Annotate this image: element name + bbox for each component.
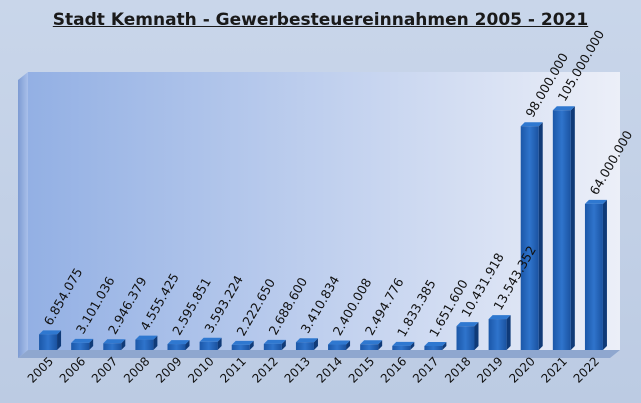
x-tick-2014: 2014 <box>314 354 345 385</box>
x-tick-2020: 2020 <box>506 354 537 385</box>
bar-top <box>328 340 351 345</box>
bar-front <box>584 203 603 350</box>
bar-front <box>424 346 443 350</box>
x-axis-ticks: 2005 2006 2007 2008 2009 2010 2011 2012 2013 2014… <box>25 354 602 385</box>
bar-side <box>346 340 351 350</box>
plot-side-wall <box>18 72 28 358</box>
bar-top <box>488 315 511 320</box>
bar-side <box>57 330 62 350</box>
bar-front <box>392 345 411 350</box>
bar-front <box>231 344 250 350</box>
bar-side <box>442 342 447 350</box>
bar-2019 <box>488 315 511 350</box>
bar-front <box>135 339 154 350</box>
bar-2010 <box>199 337 222 350</box>
bar-2021 <box>552 106 575 350</box>
bar-2007 <box>103 339 126 350</box>
bar-top <box>392 341 415 346</box>
bar-side <box>538 122 543 350</box>
bar-side <box>410 341 415 350</box>
bar-front <box>199 341 218 350</box>
bar-side <box>281 339 286 350</box>
bar-front <box>456 326 475 350</box>
x-tick-2021: 2021 <box>538 354 569 385</box>
x-tick-2005: 2005 <box>25 354 56 385</box>
bar-top <box>520 122 543 127</box>
bar-top <box>295 338 318 343</box>
bar-front <box>167 344 186 350</box>
bar-top <box>263 339 286 344</box>
bar-2014 <box>328 340 351 350</box>
bar-side <box>89 338 94 350</box>
x-tick-2010: 2010 <box>185 354 216 385</box>
bar-side <box>313 338 318 350</box>
bar-2016 <box>392 341 415 350</box>
bar-2008 <box>135 335 158 350</box>
bar-side <box>570 106 575 350</box>
bar-side <box>153 335 158 350</box>
x-tick-2006: 2006 <box>57 354 88 385</box>
bar-front <box>488 319 507 350</box>
bar-side <box>185 340 190 350</box>
x-tick-2017: 2017 <box>410 354 441 385</box>
bar-top <box>231 340 254 345</box>
x-tick-2011: 2011 <box>217 354 248 385</box>
x-tick-2019: 2019 <box>474 354 505 385</box>
x-tick-2016: 2016 <box>378 354 409 385</box>
x-tick-2015: 2015 <box>346 354 377 385</box>
bar-side <box>474 322 479 350</box>
bar-top <box>456 322 479 327</box>
x-tick-2012: 2012 <box>249 354 280 385</box>
bar-side <box>249 340 254 350</box>
bar-side <box>506 315 511 350</box>
bar-side <box>602 199 607 350</box>
bar-2013 <box>295 338 318 350</box>
bar-front <box>360 344 379 350</box>
x-tick-2008: 2008 <box>121 354 152 385</box>
bar-2015 <box>360 340 383 350</box>
bar-top <box>360 340 383 345</box>
bar-2022 <box>584 199 607 350</box>
bar-front <box>552 110 571 350</box>
bar-side <box>378 340 383 350</box>
bar-front <box>295 342 314 350</box>
bar-top <box>103 339 126 344</box>
x-tick-2022: 2022 <box>571 354 602 385</box>
bar-front <box>71 342 90 350</box>
bar-front <box>263 343 282 350</box>
bar-side <box>217 337 222 350</box>
bar-top <box>584 199 607 204</box>
bar-front <box>520 126 539 350</box>
x-tick-2018: 2018 <box>442 354 473 385</box>
bar-2012 <box>263 339 286 350</box>
bar-2018 <box>456 322 479 350</box>
bar-top <box>552 106 575 111</box>
bars-group <box>39 106 607 350</box>
bar-top <box>167 340 190 345</box>
bar-top <box>199 337 222 342</box>
bar-front <box>39 334 58 350</box>
plot-floor <box>18 350 620 358</box>
bar-2020 <box>520 122 543 350</box>
bar-front <box>328 344 347 350</box>
x-tick-2013: 2013 <box>282 354 313 385</box>
bar-side <box>121 339 126 350</box>
bar-top <box>135 335 158 340</box>
bar-front <box>103 343 122 350</box>
bar-top <box>424 342 447 346</box>
chart-title: Stadt Kemnath - Gewerbesteuereinnahmen 2… <box>52 10 589 30</box>
bar-2005 <box>39 330 62 350</box>
x-tick-2009: 2009 <box>153 354 184 385</box>
bar-2011 <box>231 340 254 350</box>
x-tick-2007: 2007 <box>89 354 120 385</box>
bar-2017 <box>424 342 447 350</box>
bar-2006 <box>71 338 94 350</box>
bar-2009 <box>167 340 190 350</box>
bar-top <box>71 338 94 343</box>
bar-top <box>39 330 62 335</box>
